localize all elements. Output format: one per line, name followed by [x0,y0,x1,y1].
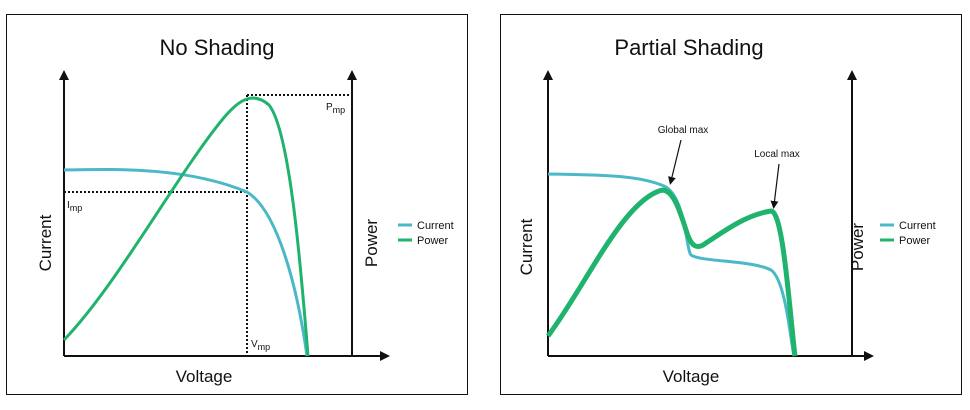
power-curve [62,96,310,357]
partial-shading-panel: Partial Shading Global max Local max Cur… [500,14,962,395]
imp-label: Imp [67,200,82,213]
global-max-arrow [668,139,682,185]
partial-shading-diagram: Partial Shading Global max Local max Cur… [517,35,936,386]
legend-power-label: Power [417,235,449,247]
vmp-label: Vmp [251,339,270,352]
local-max-label: Local max [754,149,800,160]
legend: Current Power [398,220,454,247]
legend-current-label: Current [417,220,454,232]
no-shading-diagram: No Shading Imp Vmp Pmp Current Power Vol… [36,35,454,386]
local-max-arrow [770,163,780,209]
current-axis-label: Current [517,218,536,275]
legend-power-label: Power [899,235,931,247]
voltage-axis-label: Voltage [663,367,720,386]
power-curve [545,187,798,357]
current-axis-label: Current [36,214,55,271]
legend: Current Power [880,220,936,247]
panel-title: No Shading [160,35,275,60]
global-max-label: Global max [658,125,709,136]
voltage-axis-label: Voltage [176,367,233,386]
power-axis-label: Power [362,219,381,268]
pmp-label: Pmp [326,102,345,115]
panel-title: Partial Shading [614,35,763,60]
legend-current-label: Current [899,220,936,232]
no-shading-panel: No Shading Imp Vmp Pmp Current Power Vol… [6,14,468,395]
power-axis-label: Power [848,223,867,272]
current-curve [63,167,309,357]
current-curve [547,172,796,357]
